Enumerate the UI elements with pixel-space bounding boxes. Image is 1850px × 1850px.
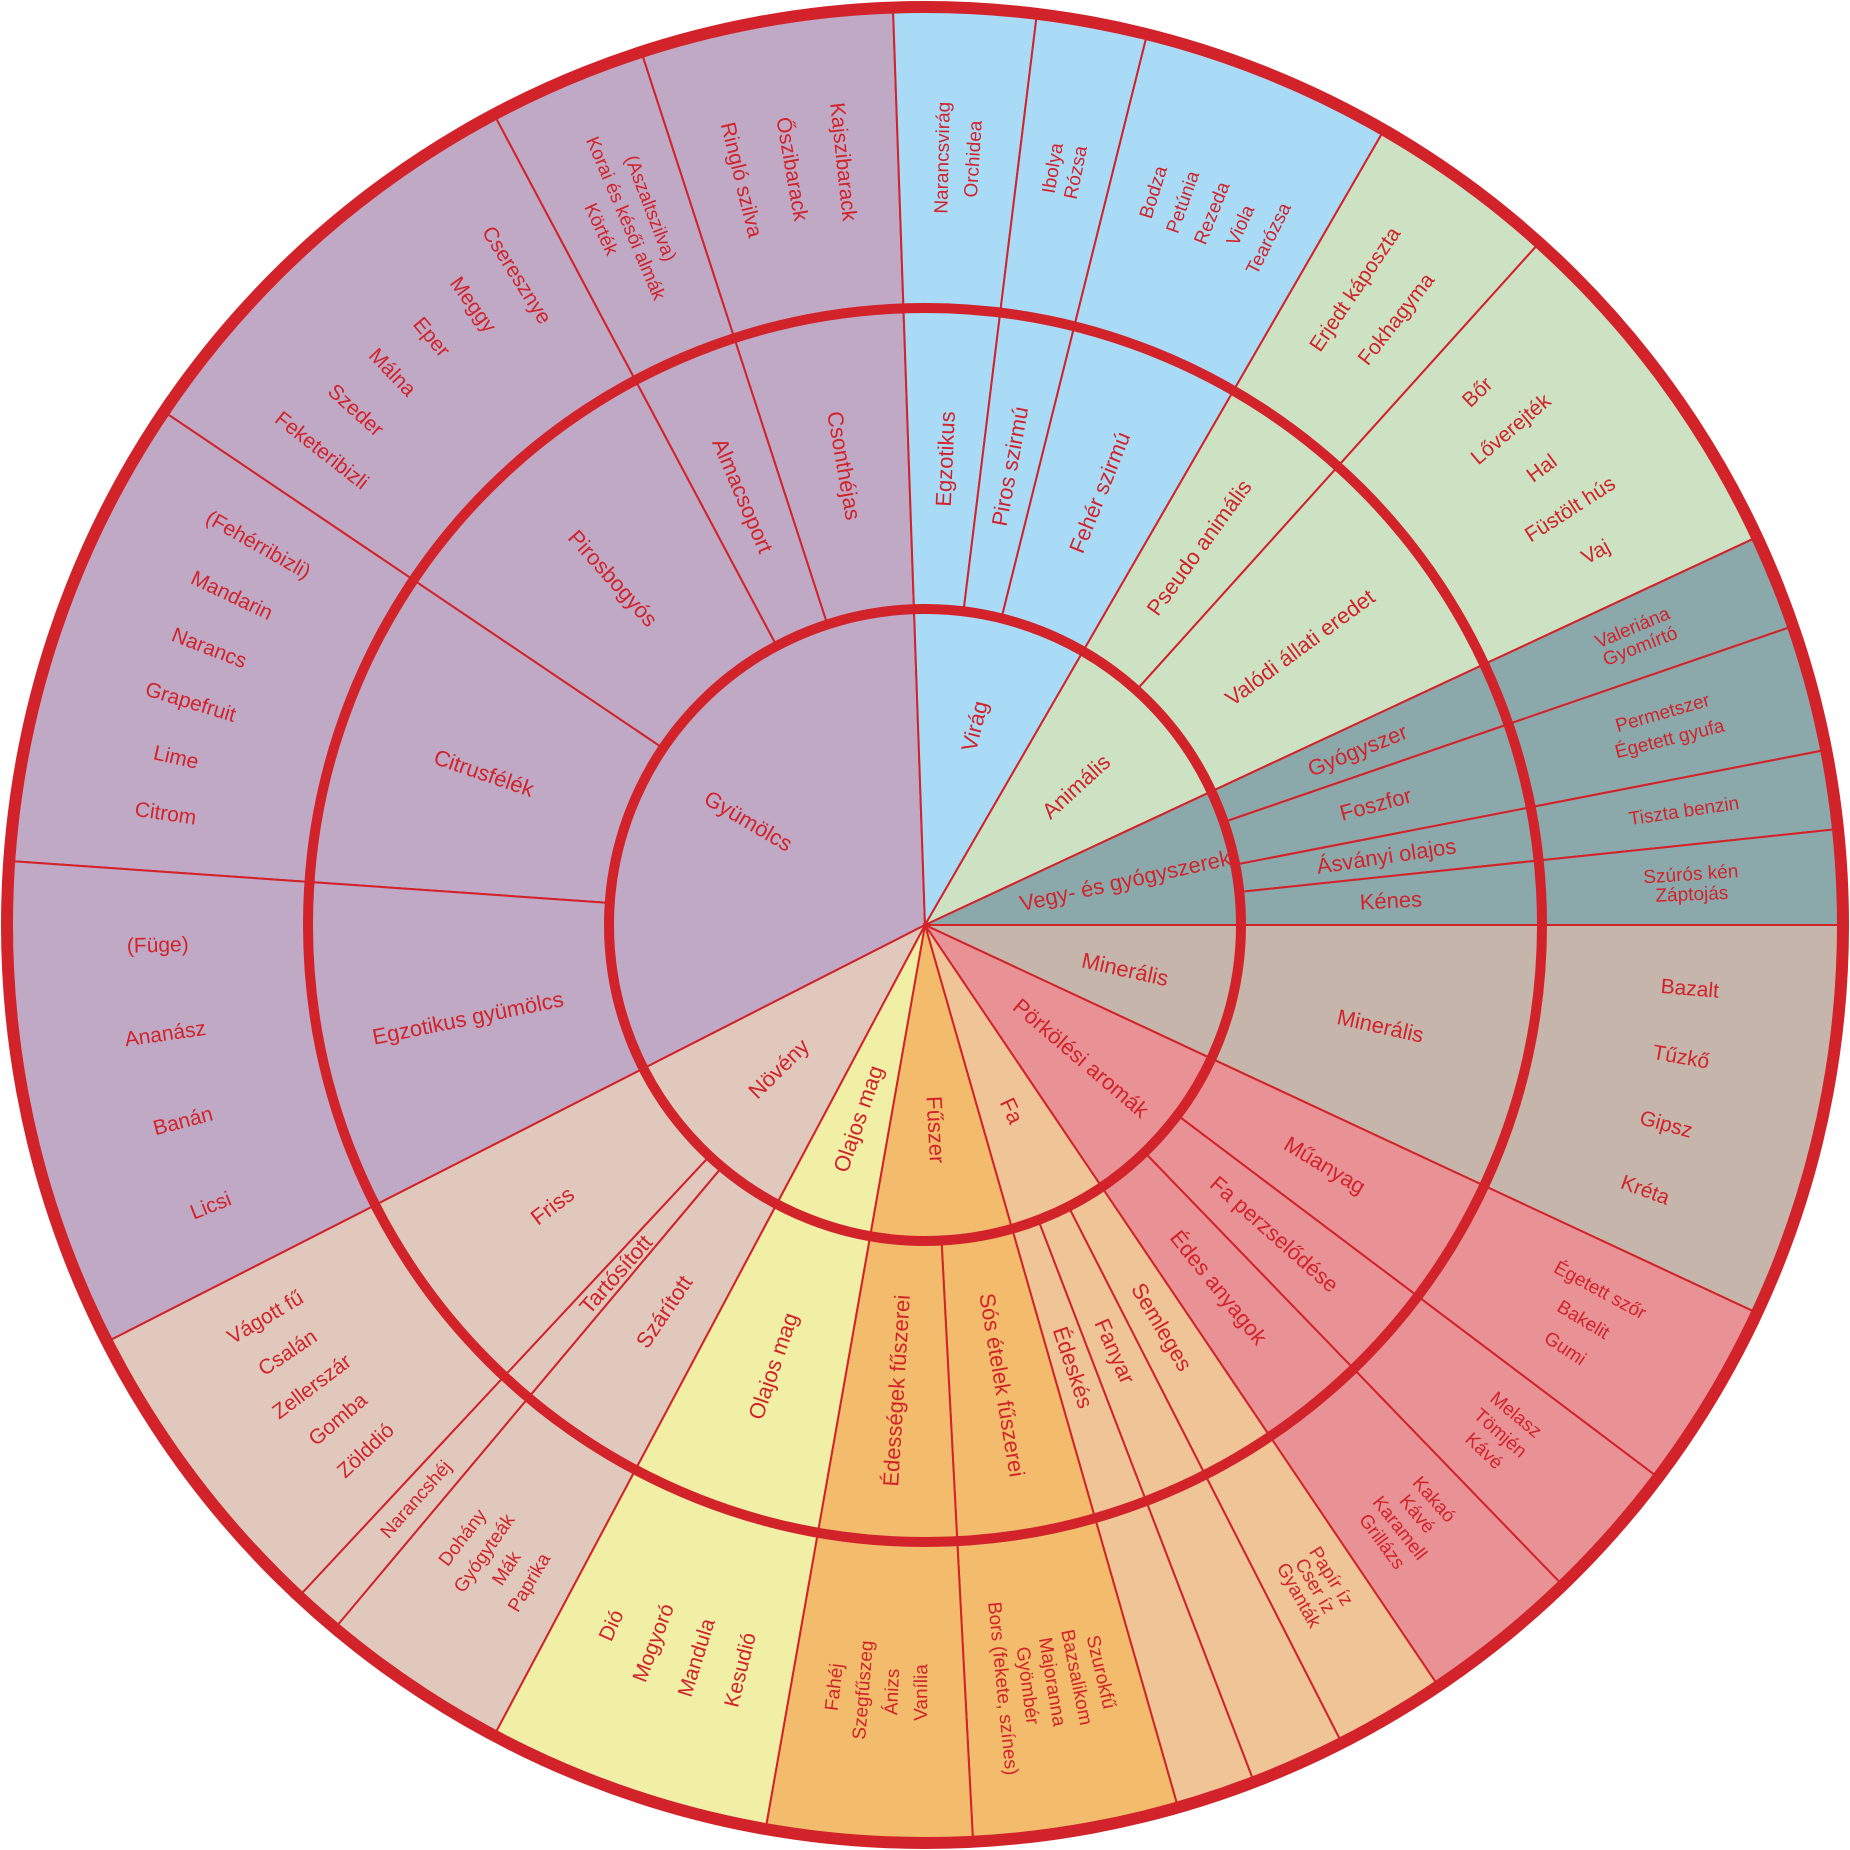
item-label-fuge: (Füge) xyxy=(127,933,189,958)
item-label-narancsvirag: Narancsvirág xyxy=(931,102,955,214)
item-label-vanilia: Vanília xyxy=(911,1664,932,1721)
item-label-anizs: Ánizs xyxy=(881,1668,904,1715)
subcategory-label-kenes: Kénes xyxy=(1359,886,1423,914)
category-label-fuszer: Fűszer xyxy=(921,1095,949,1163)
item-label-orchidea: Orchidea xyxy=(961,119,987,198)
middle-ring xyxy=(303,303,1547,1547)
item-label-zaptojas: Záptojás xyxy=(1655,883,1729,907)
inner-ring xyxy=(604,604,1246,1246)
subcategory-label-egzotikus: Egzotikus xyxy=(931,411,960,507)
wheel-wedges xyxy=(6,6,1845,1844)
item-label-bazalt: Bazalt xyxy=(1660,975,1720,1003)
